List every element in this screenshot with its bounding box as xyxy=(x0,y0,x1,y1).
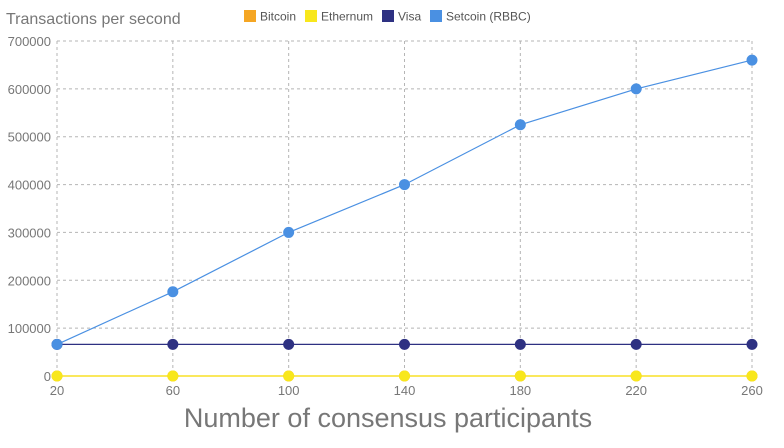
data-point-setcoin-rbbc xyxy=(283,226,295,238)
data-point-ethernum xyxy=(167,370,179,382)
legend: Bitcoin Ethernum Visa Setcoin (RBBC) xyxy=(244,10,531,24)
x-tick-label: 100 xyxy=(278,383,300,398)
data-points xyxy=(51,54,758,382)
data-point-visa xyxy=(167,338,179,350)
legend-label: Visa xyxy=(398,10,421,24)
data-point-setcoin-rbbc xyxy=(167,286,179,298)
legend-swatch xyxy=(244,10,256,22)
legend-swatch xyxy=(382,10,394,22)
legend-swatch xyxy=(430,10,442,22)
data-point-visa xyxy=(746,338,758,350)
x-tick-label: 220 xyxy=(625,383,647,398)
data-point-ethernum xyxy=(283,370,295,382)
y-tick-label: 700000 xyxy=(8,34,51,49)
data-point-setcoin-rbbc xyxy=(746,54,758,66)
data-point-setcoin-rbbc xyxy=(514,119,526,131)
data-point-setcoin-rbbc xyxy=(51,338,63,350)
legend-label: Ethernum xyxy=(321,10,373,24)
legend-item-bitcoin[interactable]: Bitcoin xyxy=(244,10,296,24)
data-point-visa xyxy=(514,338,526,350)
grid xyxy=(56,40,753,376)
data-point-setcoin-rbbc xyxy=(399,179,410,191)
legend-item-ethernum[interactable]: Ethernum xyxy=(305,10,373,24)
data-point-ethernum xyxy=(399,370,410,382)
y-tick-label: 300000 xyxy=(8,225,51,240)
data-point-ethernum xyxy=(630,370,642,382)
data-point-visa xyxy=(283,338,295,350)
data-point-setcoin-rbbc xyxy=(630,83,642,95)
data-point-visa xyxy=(630,338,642,350)
legend-swatch xyxy=(305,10,317,22)
data-point-visa xyxy=(399,338,410,350)
legend-label: Bitcoin xyxy=(260,10,296,24)
x-axis-title: Number of consensus participants xyxy=(184,403,592,433)
x-tick-label: 60 xyxy=(166,383,180,398)
legend-item-setcoin-rbbc[interactable]: Setcoin (RBBC) xyxy=(430,10,531,24)
y-tick-label: 100000 xyxy=(8,321,51,336)
data-point-ethernum xyxy=(514,370,526,382)
legend-item-visa[interactable]: Visa xyxy=(382,10,421,24)
x-tick-label: 180 xyxy=(509,383,531,398)
data-point-ethernum xyxy=(746,370,758,382)
data-point-ethernum xyxy=(51,370,63,382)
x-tick-label: 140 xyxy=(394,383,416,398)
y-tick-label: 200000 xyxy=(8,273,51,288)
y-tick-label: 500000 xyxy=(8,130,51,145)
x-tick-label: 260 xyxy=(741,383,763,398)
x-tick-label: 20 xyxy=(50,383,64,398)
y-tick-label: 0 xyxy=(44,369,51,384)
legend-label: Setcoin (RBBC) xyxy=(446,10,531,24)
y-axis-title: Transactions per second xyxy=(6,11,181,28)
y-tick-label: 600000 xyxy=(8,82,51,97)
axes: 0 100000 200000 300000 400000 500000 600000 700… xyxy=(8,34,763,398)
y-tick-label: 400000 xyxy=(8,178,51,193)
